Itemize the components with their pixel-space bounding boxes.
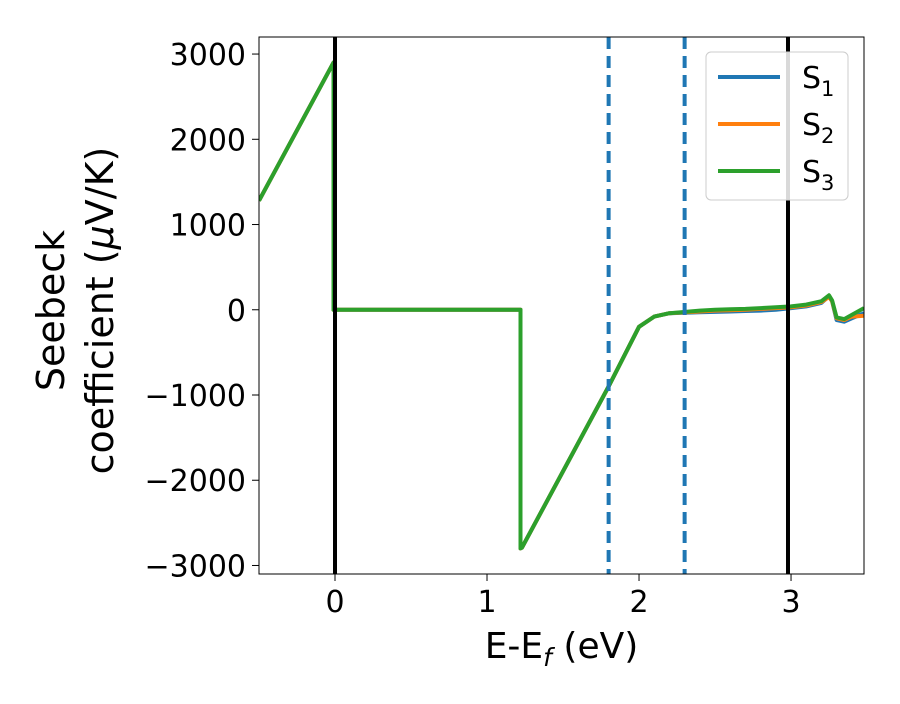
y-tick-label: 1000 (170, 209, 246, 244)
y-tick-label: 3000 (170, 38, 246, 73)
y-axis-label-line2: coefficient (μV/K) (78, 147, 122, 475)
axis-ticks: 0 1 2 3 3000 2000 1000 0 −1000 −2000 −3000 (145, 38, 801, 620)
series-line-s3 (259, 60, 864, 551)
legend-label-s3: S3 (802, 155, 834, 195)
plot-area (259, 60, 864, 551)
y-tick-label: −2000 (145, 464, 246, 499)
legend-label-s2: S2 (802, 108, 834, 148)
legend-label-s1: S1 (802, 61, 834, 101)
y-axis-label-line1: Seebeck (29, 230, 73, 391)
x-tick-label: 1 (477, 585, 496, 620)
axes-frame (258, 36, 865, 575)
x-tick-label: 2 (629, 585, 648, 620)
y-tick-label: −1000 (145, 379, 246, 414)
x-axis-label: E-Ef (eV) (485, 626, 639, 672)
y-tick-label: 0 (227, 294, 246, 329)
legend: S1 S2 S3 (705, 51, 849, 201)
x-tick-label: 3 (781, 585, 800, 620)
y-tick-label: −3000 (145, 549, 246, 584)
x-tick-label: 0 (325, 585, 344, 620)
y-tick-label: 2000 (170, 123, 246, 158)
